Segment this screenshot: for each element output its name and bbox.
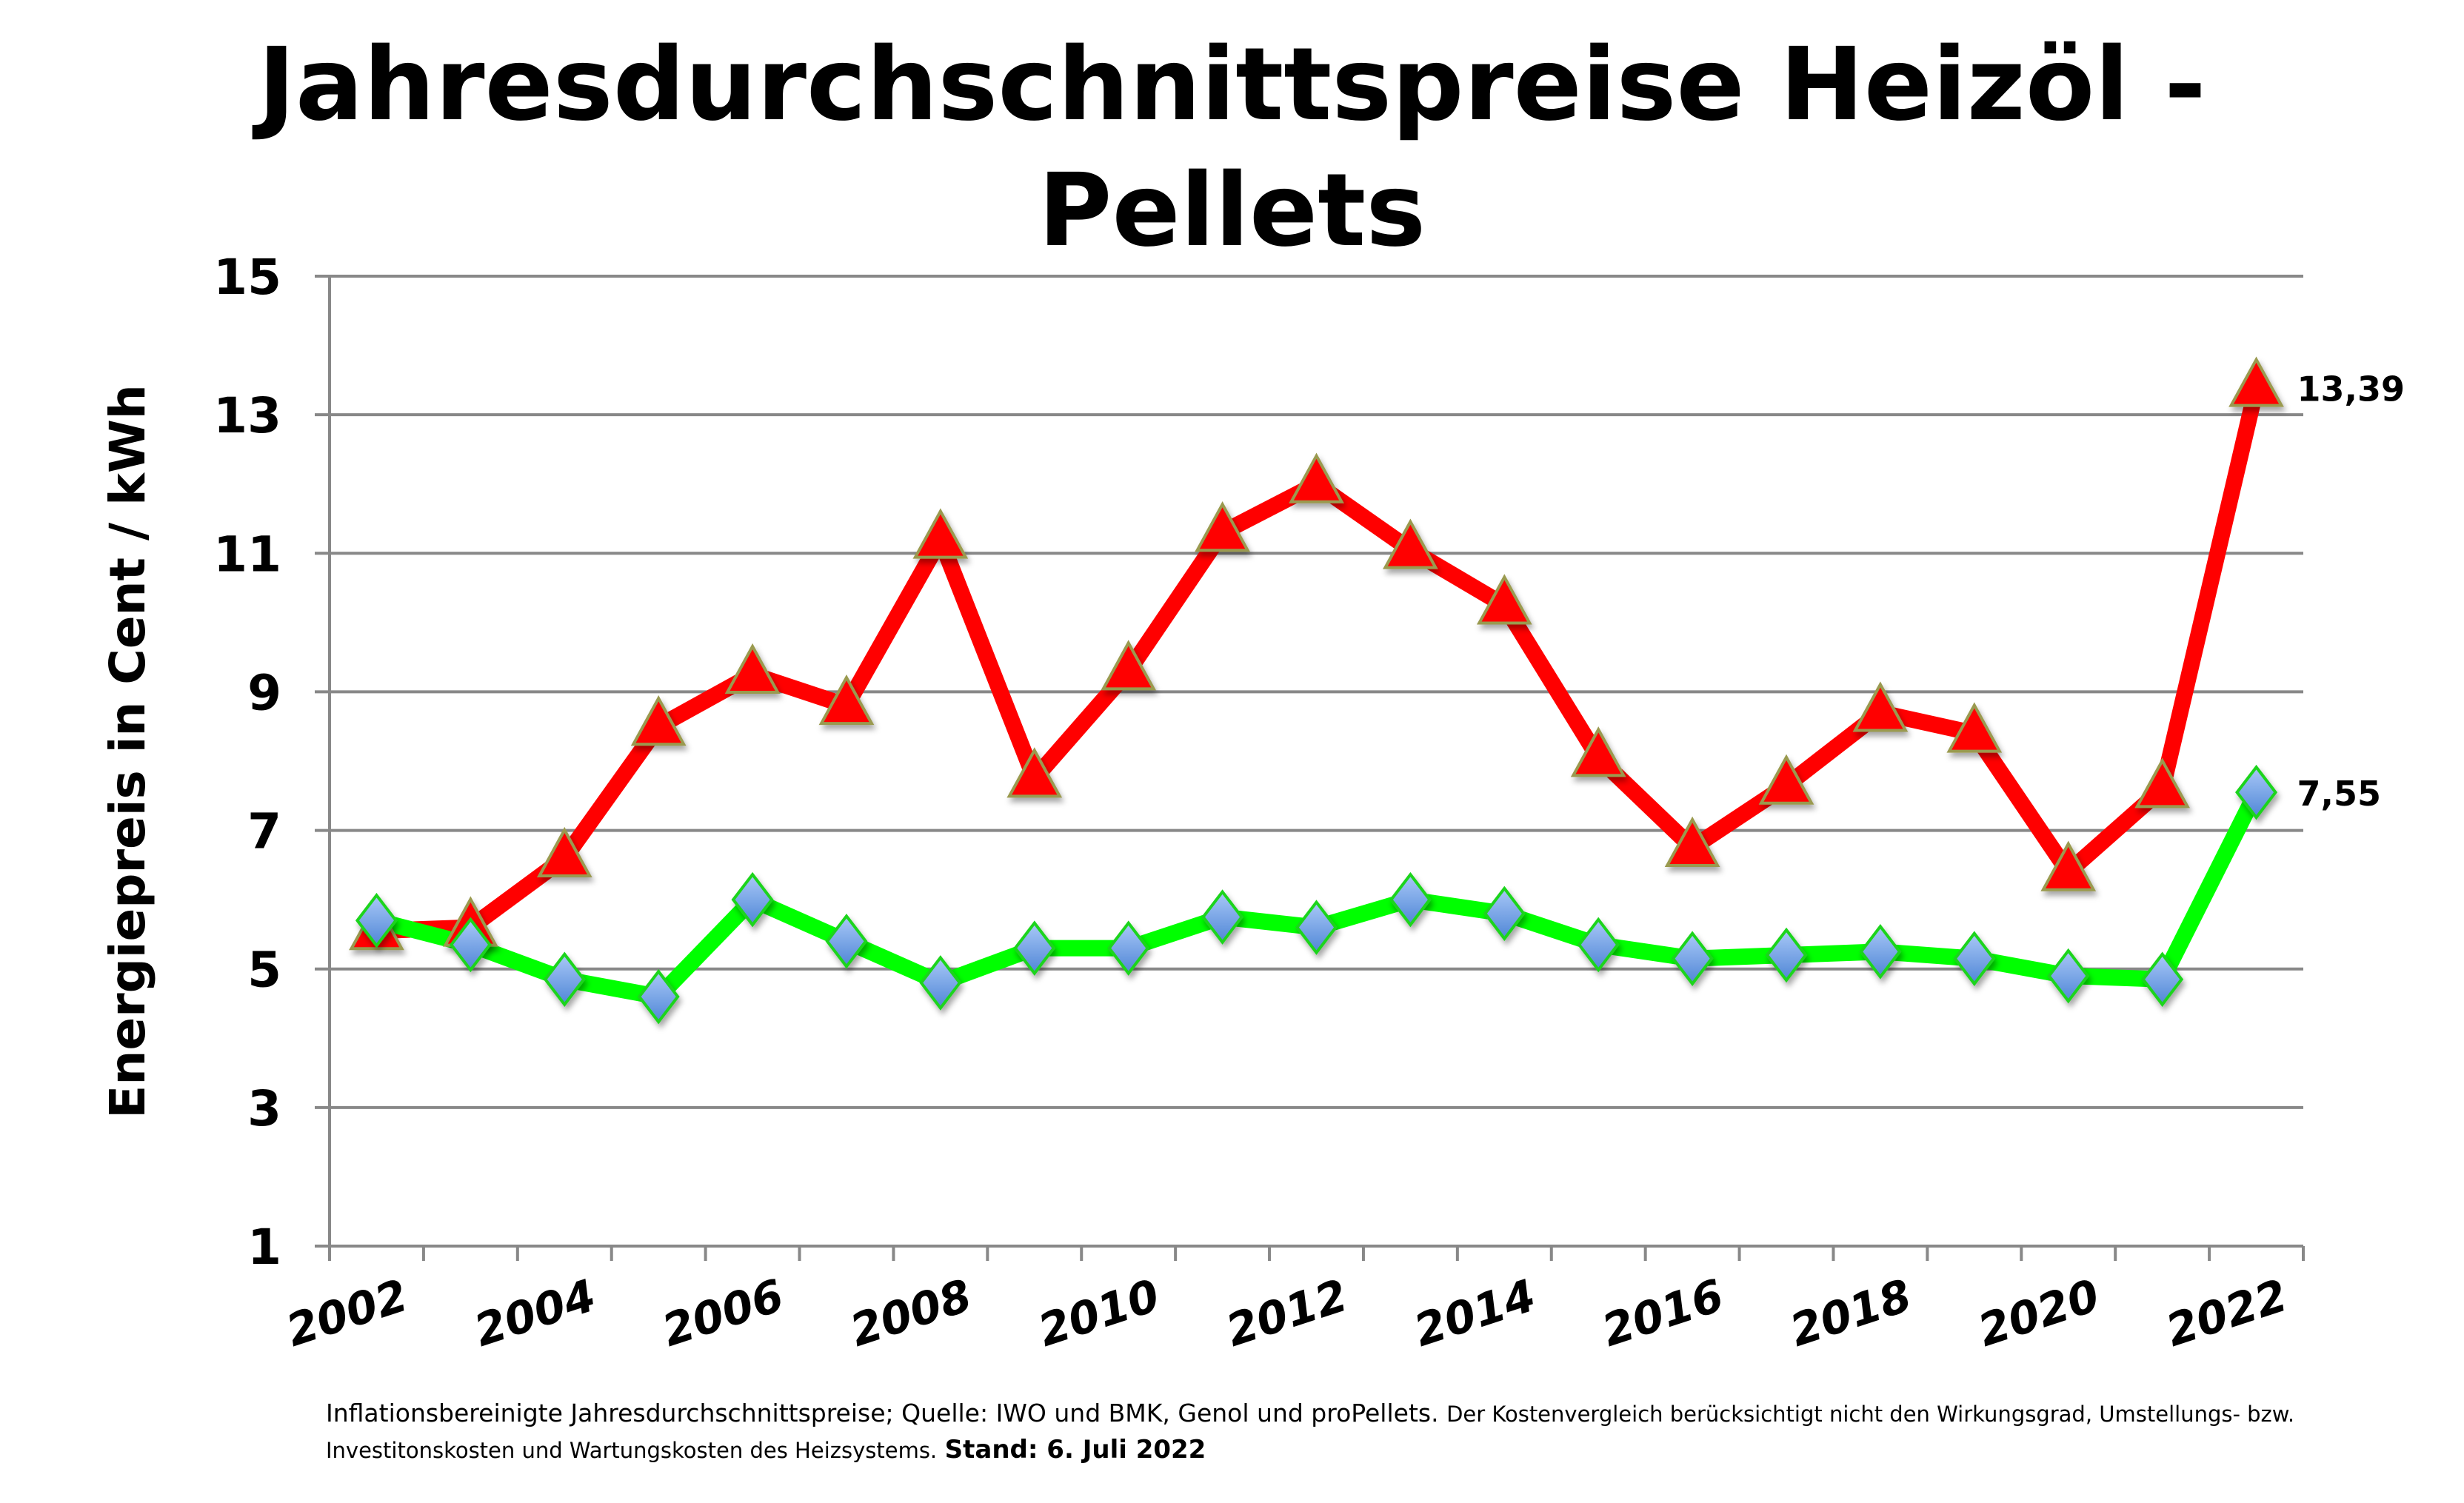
diamond-marker xyxy=(1295,900,1338,955)
y-tick-label: 11 xyxy=(213,526,281,583)
data-annotations: 13,39 7,55 xyxy=(2297,369,2405,814)
triangle-marker xyxy=(1946,702,2003,753)
diamond-marker xyxy=(1389,871,1432,928)
diamond-marker xyxy=(543,951,586,1008)
x-tick-label: 2018 xyxy=(1784,1270,1917,1357)
diamond-marker xyxy=(1671,931,1714,986)
triangle-marker xyxy=(2040,840,2097,891)
x-tick-label: 2002 xyxy=(281,1270,414,1357)
triangle-marker xyxy=(1101,640,1157,691)
y-tick-label: 5 xyxy=(247,942,281,999)
triangle-marker xyxy=(1289,452,1344,503)
diamond-marker xyxy=(1859,924,1902,980)
x-tick-label: 2006 xyxy=(656,1270,789,1357)
x-tick-label: 2012 xyxy=(1221,1270,1354,1357)
triangle-marker xyxy=(1383,518,1438,569)
chart-title-line-2: Pellets xyxy=(1038,153,1426,270)
triangle-marker xyxy=(724,643,781,694)
diamond-marker xyxy=(919,955,962,1011)
gridlines xyxy=(315,275,2303,1248)
diamond-marker xyxy=(355,892,398,948)
triangle-marker xyxy=(1664,816,1720,867)
series-lines xyxy=(349,356,2284,1025)
chart-title-line-1: Jahresdurchschnittspreise Heizöl - xyxy=(258,27,2206,144)
y-tick-label: 13 xyxy=(213,387,281,444)
triangle-marker xyxy=(1758,754,1814,805)
triangle-marker xyxy=(818,674,875,726)
value-annotation: 13,39 xyxy=(2297,369,2405,409)
x-tick-label: 2010 xyxy=(1032,1270,1166,1357)
triangle-marker xyxy=(536,826,592,877)
y-tick-label: 1 xyxy=(247,1219,281,1276)
triangle-marker xyxy=(630,695,687,746)
chart-footnote: Inflationsbereinigte Jahresdurchschnitts… xyxy=(326,1396,2400,1468)
diamond-marker xyxy=(2141,951,2184,1008)
diamond-marker xyxy=(637,968,680,1025)
diamond-marker xyxy=(1765,927,1808,983)
diamond-marker xyxy=(449,917,492,973)
x-tick-label: 2016 xyxy=(1596,1270,1729,1357)
triangle-marker xyxy=(1195,501,1250,552)
diamond-marker xyxy=(1107,920,1150,976)
diamond-marker xyxy=(1483,886,1526,942)
value-annotation: 7,55 xyxy=(2297,774,2382,814)
diamond-marker xyxy=(1013,920,1056,976)
triangle-marker xyxy=(912,508,969,559)
chart-title: Jahresdurchschnittspreise Heizöl - Pelle… xyxy=(0,22,2464,274)
x-axis: 2002 2004 2006 2008 2010 2012 2014 2016 2018 2020… xyxy=(281,1246,2305,1357)
y-tick-label: 15 xyxy=(213,249,281,306)
diamond-marker xyxy=(2047,948,2090,1004)
y-tick-label: 9 xyxy=(247,664,281,721)
x-tick-label: 2020 xyxy=(1972,1270,2106,1357)
diamond-marker xyxy=(1577,917,1620,973)
triangle-marker xyxy=(1476,574,1532,625)
footnote-source: Inflationsbereinigte Jahresdurchschnitts… xyxy=(326,1399,1439,1427)
triangle-marker xyxy=(2134,757,2191,809)
diamond-marker xyxy=(2235,764,2278,820)
diamond-marker xyxy=(825,913,868,969)
triangle-marker xyxy=(2228,356,2284,407)
x-tick-label: 2008 xyxy=(844,1270,978,1357)
triangle-marker xyxy=(1006,747,1063,798)
footnote-stand: Stand: 6. Juli 2022 xyxy=(944,1435,1206,1464)
triangle-marker xyxy=(1852,681,1909,732)
x-tick-label: 2014 xyxy=(1408,1270,1541,1357)
x-tick-label: 2004 xyxy=(468,1270,601,1357)
diamond-marker xyxy=(1953,931,1996,986)
y-tick-label: 7 xyxy=(247,803,281,860)
diamond-marker xyxy=(731,871,774,928)
diamond-marker xyxy=(1201,889,1244,945)
x-tick-label: 2022 xyxy=(2160,1270,2294,1357)
y-tick-label: 3 xyxy=(247,1080,281,1137)
y-axis-label: Energiepreis in Cent / kWh xyxy=(99,384,156,1119)
footnote-note: Der Kostenvergleich berücksichtigt nicht… xyxy=(326,1402,2295,1463)
triangle-marker xyxy=(1570,726,1626,777)
